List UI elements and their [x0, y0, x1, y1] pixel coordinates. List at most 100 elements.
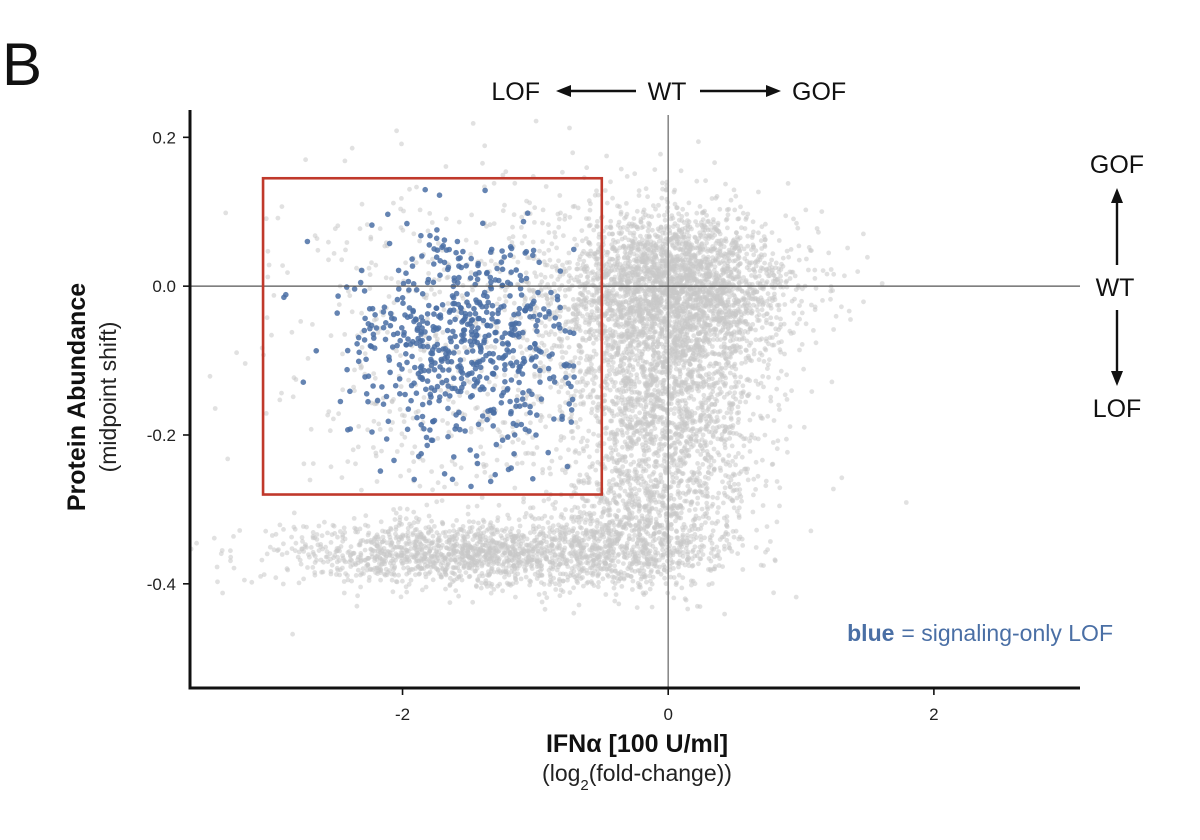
background-point: [711, 458, 717, 464]
background-point: [610, 338, 616, 344]
background-point: [629, 453, 634, 458]
background-point: [682, 295, 688, 301]
background-point: [733, 396, 739, 402]
background-point: [699, 506, 705, 512]
background-point: [716, 352, 721, 357]
background-point: [769, 257, 774, 263]
background-point: [340, 565, 345, 571]
background-point: [544, 262, 550, 268]
background-point: [759, 336, 765, 342]
background-point: [476, 520, 481, 526]
background-point: [636, 436, 641, 442]
background-point: [557, 216, 562, 222]
background-point: [738, 374, 743, 380]
background-point: [281, 541, 286, 547]
background-point: [540, 333, 546, 339]
background-point: [687, 441, 693, 447]
background-point: [595, 394, 601, 400]
background-point: [632, 467, 638, 472]
background-point: [797, 303, 802, 308]
background-point: [621, 350, 627, 355]
background-point: [566, 279, 572, 285]
background-point: [751, 476, 757, 482]
background-point: [720, 457, 726, 462]
background-point: [728, 338, 733, 344]
background-point: [680, 459, 686, 465]
background-point: [842, 273, 847, 279]
background-point: [773, 332, 779, 338]
background-point: [565, 307, 571, 313]
background-point: [605, 343, 611, 348]
background-point: [574, 266, 580, 272]
background-point: [726, 326, 731, 332]
background-point: [636, 193, 642, 198]
background-point: [613, 322, 619, 328]
background-point: [777, 407, 782, 412]
background-point: [831, 271, 837, 277]
background-point: [559, 349, 565, 355]
background-point: [677, 399, 682, 404]
background-point: [594, 188, 599, 194]
background-point: [708, 440, 714, 446]
background-point: [720, 479, 725, 485]
background-point: [631, 230, 637, 236]
background-point: [636, 188, 642, 194]
background-point: [764, 266, 770, 272]
background-point: [695, 357, 700, 363]
background-point: [808, 248, 813, 253]
background-point: [724, 216, 730, 222]
background-point: [684, 211, 690, 217]
background-point: [756, 273, 762, 279]
background-point: [760, 302, 766, 308]
background-point: [690, 420, 695, 426]
background-point: [625, 365, 631, 371]
background-point: [650, 227, 655, 233]
background-point: [727, 346, 733, 351]
background-point: [773, 260, 779, 266]
background-point: [769, 265, 775, 271]
background-point: [705, 248, 710, 254]
background-point: [358, 584, 363, 590]
background-point: [755, 259, 761, 265]
background-point: [713, 370, 718, 376]
background-point: [780, 292, 786, 298]
background-point: [631, 216, 637, 221]
background-point: [774, 315, 779, 320]
background-point: [785, 449, 790, 455]
background-point: [675, 275, 681, 281]
background-point: [689, 338, 694, 344]
background-point: [674, 254, 680, 259]
background-point: [727, 370, 733, 376]
background-point: [654, 300, 660, 306]
background-point: [679, 252, 685, 258]
background-point: [706, 406, 711, 412]
background-point: [831, 327, 836, 332]
background-point: [712, 264, 718, 270]
background-point: [718, 246, 723, 252]
background-point: [697, 204, 703, 209]
background-point: [737, 399, 743, 405]
background-point: [686, 236, 691, 242]
background-point: [828, 288, 834, 294]
background-point: [585, 274, 591, 279]
background-point: [804, 256, 809, 262]
background-point: [723, 381, 729, 386]
background-point: [585, 380, 590, 386]
background-point: [751, 492, 756, 498]
background-point: [672, 389, 678, 395]
background-point: [673, 366, 679, 372]
background-point: [689, 372, 694, 378]
background-point: [587, 241, 593, 247]
background-point: [644, 448, 649, 454]
background-point: [617, 363, 623, 369]
background-point: [865, 254, 870, 260]
background-point: [649, 373, 655, 378]
background-point: [604, 261, 610, 267]
background-point: [743, 306, 749, 312]
background-point: [722, 492, 728, 498]
background-point: [758, 295, 764, 301]
background-point: [658, 309, 664, 314]
background-point: [661, 458, 667, 464]
background-point: [758, 265, 764, 271]
background-point: [679, 391, 685, 397]
